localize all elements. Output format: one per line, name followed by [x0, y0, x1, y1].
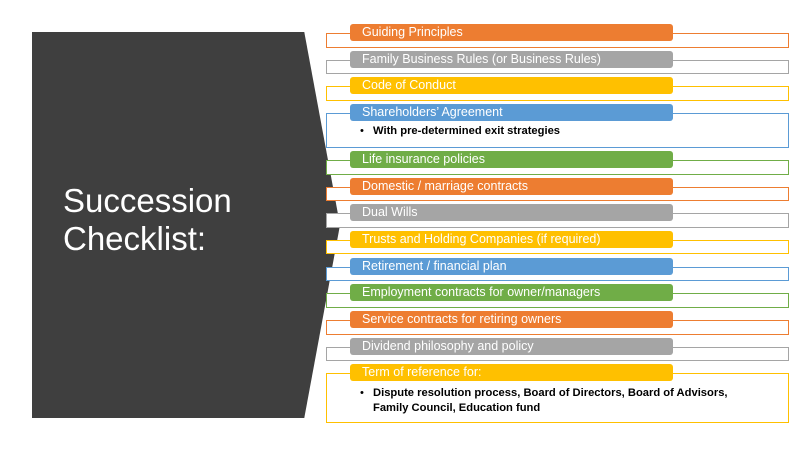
bullet-exit-strategies: With pre-determined exit strategies	[373, 125, 561, 137]
label-code-of-conduct: Code of Conduct	[350, 77, 673, 94]
shareholders-bullet-list: With pre-determined exit strategies	[360, 124, 560, 139]
label-family-business-rules: Family Business Rules (or Business Rules…	[350, 51, 673, 68]
label-retirement-plan: Retirement / financial plan	[350, 258, 673, 275]
label-employment-contracts: Employment contracts for owner/managers	[350, 284, 673, 301]
bullet-term-details: Dispute resolution process, Board of Dir…	[373, 387, 728, 414]
label-dividend-policy: Dividend philosophy and policy	[350, 338, 673, 355]
label-life-insurance: Life insurance policies	[350, 151, 673, 168]
term-bullet-list: Dispute resolution process, Board of Dir…	[360, 386, 728, 416]
label-dual-wills: Dual Wills	[350, 204, 673, 221]
slide-title-line-1: Succession	[63, 182, 232, 219]
slide-title-line-2: Checklist:	[63, 220, 207, 257]
label-trusts-holding: Trusts and Holding Companies (if require…	[350, 231, 673, 248]
list-item: With pre-determined exit strategies	[360, 124, 560, 139]
label-shareholders-agreement: Shareholders’ Agreement	[350, 104, 673, 121]
title-panel: Succession Checklist:	[32, 32, 340, 418]
list-item: Dispute resolution process, Board of Dir…	[360, 386, 728, 416]
label-domestic-contracts: Domestic / marriage contracts	[350, 178, 673, 195]
slide-title: Succession Checklist:	[63, 182, 232, 258]
label-term-of-reference: Term of reference for:	[350, 364, 673, 381]
label-service-contracts: Service contracts for retiring owners	[350, 311, 673, 328]
label-guiding-principles: Guiding Principles	[350, 24, 673, 41]
